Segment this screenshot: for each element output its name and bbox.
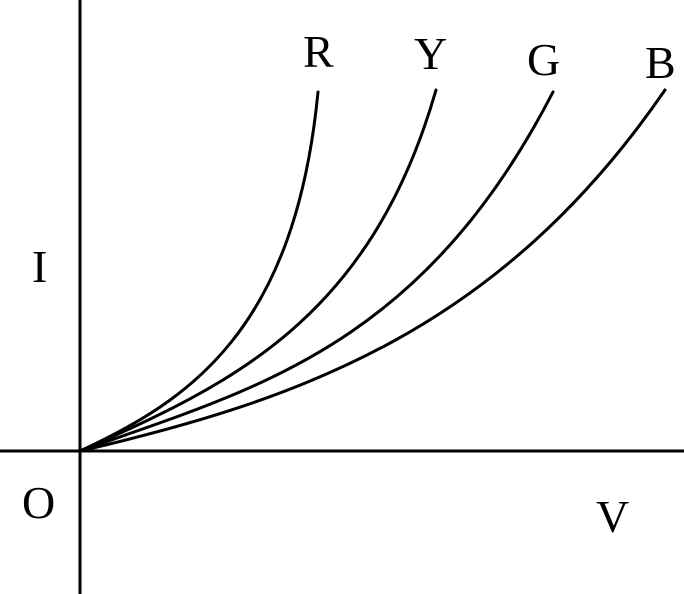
curve-g [78, 90, 555, 453]
curve-r [78, 90, 320, 453]
curve-y [78, 88, 438, 453]
curve-label-r: R [303, 26, 334, 77]
curve-b [78, 88, 667, 453]
curve-label-b: B [645, 37, 676, 88]
y-axis-label: I [32, 241, 47, 292]
curve-label-g: G [527, 34, 560, 85]
curve-label-y: Y [414, 28, 447, 79]
origin-label: O [22, 477, 55, 528]
x-axis-label: V [596, 491, 629, 542]
